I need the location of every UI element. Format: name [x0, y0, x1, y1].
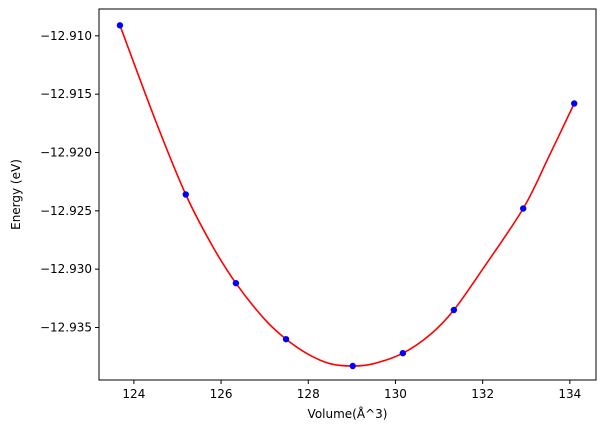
x-tick-label: 124: [122, 387, 145, 401]
data-point: [349, 362, 356, 370]
y-tick-label: −12.925: [40, 204, 92, 218]
plot-content: [116, 22, 578, 370]
y-axis-label: Energy (eV): [9, 159, 23, 230]
data-point: [182, 191, 189, 198]
x-tick-label: 134: [558, 387, 581, 401]
data-point: [399, 349, 407, 357]
fit-curve-line: [119, 25, 575, 367]
y-tick-label: −12.915: [40, 87, 92, 101]
y-tick-label: −12.910: [40, 29, 92, 43]
x-tick-label: 126: [210, 387, 233, 401]
x-axis-label: Volume(Å^3): [308, 406, 388, 421]
data-point: [232, 279, 240, 287]
y-tick-label: −12.920: [40, 146, 92, 160]
x-tick-label: 128: [297, 387, 320, 401]
data-point: [116, 22, 124, 29]
plot-frame: [98, 8, 597, 381]
y-axis-ticks: −12.935 −12.930 −12.925 −12.920 −12.915 −12.9…: [40, 29, 99, 335]
data-point: [282, 335, 290, 343]
x-tick-label: 132: [471, 387, 494, 401]
y-tick-label: −12.935: [40, 321, 92, 335]
data-point: [450, 306, 458, 314]
y-tick-label: −12.930: [40, 262, 92, 276]
x-tick-label: 130: [384, 387, 407, 401]
data-point: [519, 205, 527, 212]
x-axis-ticks: 124 126 128 130 132 134: [122, 380, 581, 401]
data-point: [571, 100, 578, 107]
